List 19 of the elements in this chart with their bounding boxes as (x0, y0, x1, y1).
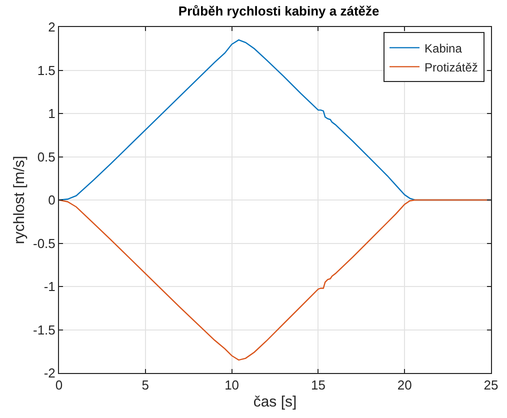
x-tick-label: 25 (484, 378, 498, 393)
y-tick-label: 0 (48, 192, 56, 208)
legend-label: Protizátěž (424, 60, 478, 74)
x-tick-label: 20 (397, 378, 412, 393)
y-tick-label: 1.5 (37, 62, 56, 78)
x-axis-title: čas [s] (253, 394, 297, 411)
y-axis-title: rychlost [m/s] (11, 156, 28, 244)
x-tick-label: 5 (142, 378, 150, 393)
legend-label: Kabina (424, 41, 462, 56)
x-tick-label: 15 (310, 378, 326, 393)
y-tick-label: 1 (48, 106, 56, 122)
y-tick-label: 2 (48, 20, 56, 35)
x-tick-label: 10 (224, 378, 240, 393)
chart-title: Průběh rychlosti kabiny a zátěže (178, 3, 380, 18)
y-tick-label: -2 (44, 366, 56, 381)
y-tick-label: -1 (44, 279, 56, 294)
y-tick-label: -0.5 (32, 236, 56, 251)
y-tick-label: -1.5 (32, 322, 56, 338)
y-tick-label: 0.5 (37, 149, 56, 164)
